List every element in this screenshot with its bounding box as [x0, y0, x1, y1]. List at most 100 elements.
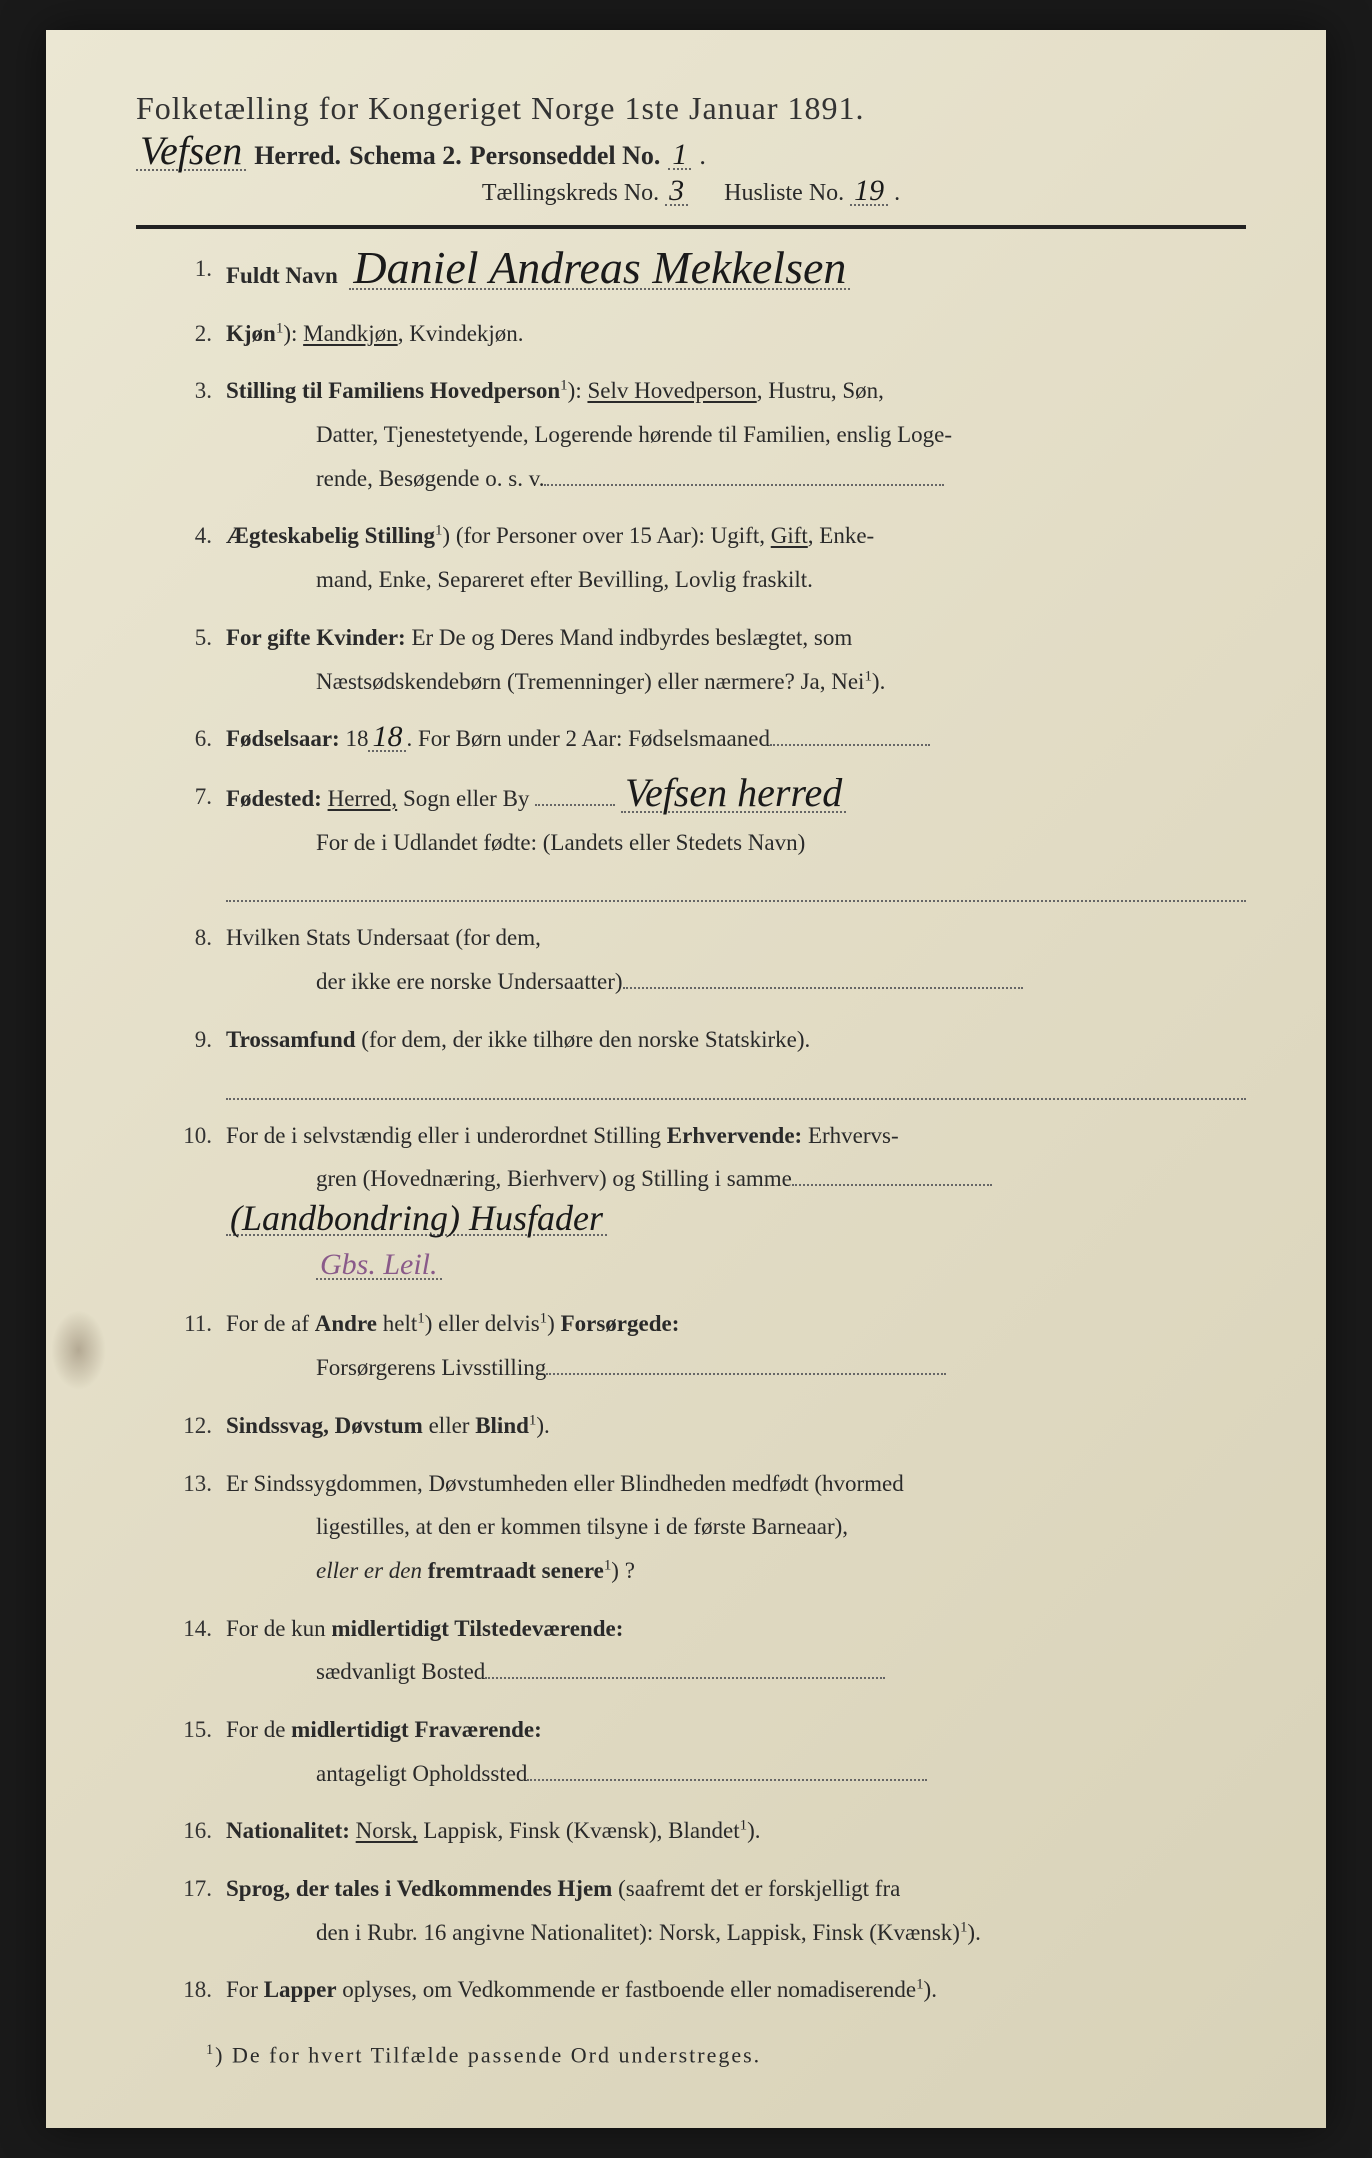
row-num: 4.	[176, 514, 226, 601]
row-num: 7.	[176, 775, 226, 903]
row-num: 9.	[176, 1018, 226, 1100]
row-17: 17. Sprog, der tales i Vedkommendes Hjem…	[176, 1867, 1246, 1954]
row-num: 2.	[176, 312, 226, 356]
txt: sædvanligt Bosted	[316, 1659, 485, 1684]
full-name-value: Daniel Andreas Mekkelsen	[349, 247, 850, 290]
blank	[527, 1755, 927, 1780]
selected-position: Selv Hovedperson	[587, 378, 756, 403]
row-body: Hvilken Stats Undersaat (for dem, der ik…	[226, 916, 1246, 1003]
blank	[535, 781, 615, 806]
txt: Erhvervs-	[802, 1123, 898, 1148]
txt: Næstsødskendebørn (Tremenninger) eller n…	[316, 669, 864, 694]
txt: . For Børn under 2 Aar: Fødselsmaaned	[406, 726, 769, 751]
kreds-label: Tællingskreds No.	[482, 180, 659, 206]
row-18: 18. For Lapper oplyses, om Vedkommende e…	[176, 1968, 1246, 2012]
bold: Forsørgede:	[561, 1311, 680, 1336]
occupation-value: (Landbondring) Husfader	[226, 1202, 607, 1236]
row-body: Sindssvag, Døvstum eller Blind1).	[226, 1404, 1246, 1448]
row-body: Fuldt Navn Daniel Andreas Mekkelsen	[226, 247, 1246, 298]
row-body: For de i selvstændig eller i underordnet…	[226, 1114, 1246, 1289]
person-no: 1	[668, 141, 691, 170]
bold: Andre	[315, 1311, 377, 1336]
txt: den i Rubr. 16 angivne Nationalitet): No…	[316, 1920, 960, 1945]
spacer	[694, 180, 718, 206]
cont: Forsørgerens Livsstilling	[226, 1346, 1246, 1390]
cont: For de i Udlandet fødte: (Landets eller …	[226, 821, 1246, 865]
row-body: For gifte Kvinder: Er De og Deres Mand i…	[226, 616, 1246, 703]
row-body: Kjøn1): Mandkjøn, Kvindekjøn.	[226, 312, 1246, 356]
footnote: 1) De for hvert Tilfælde passende Ord un…	[136, 2042, 1246, 2068]
txt: ).	[536, 1413, 549, 1438]
cont: Næstsødskendebørn (Tremenninger) eller n…	[226, 660, 1246, 704]
cont: Datter, Tjenestetyende, Logerende hørend…	[226, 413, 1246, 457]
label: Ægteskabelig Stilling	[226, 523, 435, 548]
txt: For de i selvstændig eller i underordnet…	[226, 1123, 667, 1148]
row-num: 13.	[176, 1462, 226, 1593]
period: .	[894, 180, 900, 206]
row-num: 17.	[176, 1867, 226, 1954]
bold: Erhvervende:	[667, 1123, 802, 1148]
row-14: 14. For de kun midlertidigt Tilstedevære…	[176, 1607, 1246, 1694]
txt: , Hustru, Søn,	[757, 378, 884, 403]
prefix: 18	[345, 726, 368, 751]
row-5: 5. For gifte Kvinder: Er De og Deres Man…	[176, 616, 1246, 703]
txt: eller	[423, 1413, 475, 1438]
txt: ) (for Personer over 15 Aar): Ugift,	[442, 523, 770, 548]
label: Trossamfund	[226, 1027, 356, 1052]
row-3: 3. Stilling til Familiens Hovedperson1):…	[176, 369, 1246, 500]
txt: ).	[872, 669, 885, 694]
txt: )	[547, 1311, 560, 1336]
row-13: 13. Er Sindssygdommen, Døvstumheden elle…	[176, 1462, 1246, 1593]
sup: 1	[740, 1818, 747, 1834]
herred-label: Herred.	[254, 141, 341, 171]
txt: gren (Hovednæring, Bierhverv) og Stillin…	[316, 1166, 792, 1191]
txt: eller er den	[316, 1558, 428, 1583]
blank	[623, 964, 1023, 989]
selected-nationality: Norsk,	[356, 1818, 418, 1843]
sup: 1	[276, 320, 283, 336]
blank-line	[226, 1068, 1246, 1100]
husliste-label: Husliste No.	[724, 180, 844, 206]
txt: For de af	[226, 1311, 315, 1336]
row-body: For de midlertidigt Fraværende: antageli…	[226, 1708, 1246, 1795]
row-body: For Lapper oplyses, om Vedkommende er fa…	[226, 1968, 1246, 2012]
row-body: For de kun midlertidigt Tilstedeværende:…	[226, 1607, 1246, 1694]
blank	[770, 721, 930, 746]
txt: ).	[747, 1818, 760, 1843]
row-num: 10.	[176, 1114, 226, 1289]
row-9: 9. Trossamfund (for dem, der ikke tilhør…	[176, 1018, 1246, 1100]
txt: der ikke ere norske Undersaatter)	[316, 969, 623, 994]
row-body: Nationalitet: Norsk, Lappisk, Finsk (Kvæ…	[226, 1809, 1246, 1853]
label: Fødested:	[226, 786, 322, 811]
label: Stilling til Familiens Hovedperson	[226, 378, 560, 403]
cont: mand, Enke, Separeret efter Bevilling, L…	[226, 558, 1246, 602]
row-11: 11. For de af Andre helt1) eller delvis1…	[176, 1302, 1246, 1389]
selected-sex: Mandkjøn	[303, 321, 398, 346]
cont: gren (Hovednæring, Bierhverv) og Stillin…	[226, 1157, 1246, 1201]
txt: oplyses, om Vedkommende er fastboende el…	[337, 1977, 917, 2002]
txt: ) ?	[611, 1558, 635, 1583]
blank-line	[226, 870, 1246, 902]
cont: sædvanligt Bosted	[226, 1650, 1246, 1694]
txt: antageligt Opholdssted	[316, 1761, 527, 1786]
cont: ligestilles, at den er kommen tilsyne i …	[226, 1505, 1246, 1549]
kreds-line: Tællingskreds No. 3 Husliste No. 19 .	[136, 177, 1246, 207]
label: Kjøn	[226, 321, 276, 346]
row-body: Sprog, der tales i Vedkommendes Hjem (sa…	[226, 1867, 1246, 1954]
txt: Lappisk, Finsk (Kvænsk), Blandet	[418, 1818, 740, 1843]
txt: Sogn eller By	[397, 786, 529, 811]
bold: midlertidigt Fraværende:	[291, 1717, 542, 1742]
label: For gifte Kvinder:	[226, 625, 406, 650]
txt: ).	[967, 1920, 980, 1945]
txt: (saafremt det er forskjelligt fra	[612, 1876, 900, 1901]
birth-year: 18	[368, 723, 406, 752]
row-16: 16. Nationalitet: Norsk, Lappisk, Finsk …	[176, 1809, 1246, 1853]
occupation-value2: Gbs. Leil.	[316, 1251, 442, 1280]
row-num: 16.	[176, 1809, 226, 1853]
sup: 1	[560, 378, 567, 394]
txt: :	[575, 378, 587, 403]
cont: den i Rubr. 16 angivne Nationalitet): No…	[226, 1911, 1246, 1955]
row-1: 1. Fuldt Navn Daniel Andreas Mekkelsen	[176, 247, 1246, 298]
divider	[136, 225, 1246, 229]
row-2: 2. Kjøn1): Mandkjøn, Kvindekjøn.	[176, 312, 1246, 356]
